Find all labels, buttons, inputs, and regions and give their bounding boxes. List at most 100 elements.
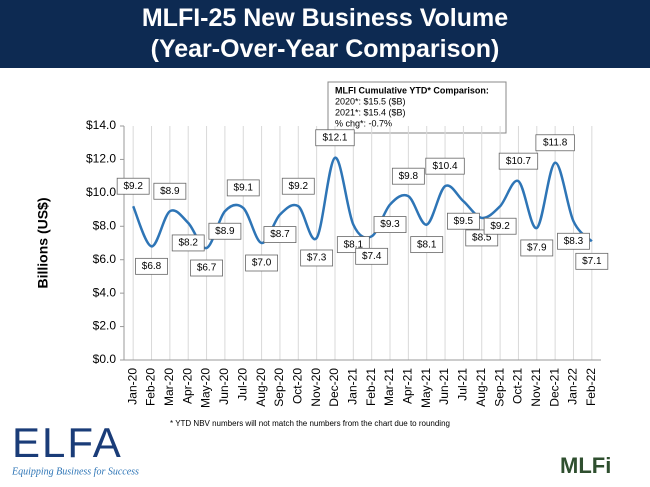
value-label: $10.4 [433, 161, 458, 172]
value-label: $12.1 [322, 132, 347, 143]
value-label-box [447, 212, 480, 230]
x-tick-label: Jan-20 [125, 368, 139, 405]
value-label: $9.2 [289, 181, 309, 192]
data-line [132, 156, 593, 250]
x-tick-label: Oct-20 [290, 368, 304, 404]
value-label-box [116, 177, 150, 195]
logo-tagline: Equipping Business for Success [11, 466, 139, 477]
value-label-box [245, 254, 278, 272]
value-label-box [483, 217, 517, 235]
value-label-box [391, 167, 425, 185]
value-label: $9.3 [380, 219, 400, 230]
value-label: $8.9 [215, 226, 235, 237]
chart-title: MLFI-25 New Business Volume [141, 4, 509, 32]
x-tick-label: Jan-22 [566, 368, 580, 405]
value-label: $8.9 [160, 186, 180, 197]
x-tick-label: Sep-20 [272, 368, 286, 407]
value-label: $7.3 [307, 253, 327, 264]
y-axis-label: Billions (US$) [35, 197, 51, 288]
x-tick-label: Feb-21 [364, 368, 378, 406]
value-label: $9.2 [123, 181, 143, 192]
value-label: $8.1 [344, 239, 364, 250]
annotation-line: 2020*: $15.5 ($B) [335, 96, 406, 106]
x-tick-label: Nov-21 [529, 368, 543, 407]
value-label-box [520, 239, 554, 257]
value-label: $8.5 [472, 233, 492, 244]
x-tick-label: Dec-21 [547, 368, 561, 407]
y-tick-label: $4.0 [93, 285, 117, 299]
annotation-title: MLFI Cumulative YTD* Comparison: [335, 85, 489, 95]
annotation-line: 2021*: $15.4 ($B) [335, 107, 406, 117]
x-tick-label: Oct-21 [511, 368, 525, 404]
y-tick-label: $14.0 [86, 118, 116, 132]
y-tick-label: $0.0 [93, 352, 117, 366]
x-tick-label: Jul-21 [456, 368, 470, 401]
x-tick-label: May-21 [419, 368, 433, 408]
x-tick-label: Dec-20 [327, 368, 341, 407]
value-label-box [135, 257, 168, 275]
x-tick-label: Aug-21 [474, 368, 488, 407]
value-label: $7.4 [362, 251, 382, 262]
value-label: $10.7 [506, 156, 531, 167]
value-label-box [355, 247, 389, 265]
value-label-box [557, 232, 590, 250]
x-tick-label: Jul-20 [235, 368, 249, 401]
value-label: $8.1 [417, 239, 437, 250]
x-tick-label: Feb-20 [144, 368, 158, 406]
value-label: $8.2 [178, 238, 198, 249]
value-label-box [575, 252, 609, 270]
value-label: $9.1 [234, 183, 254, 194]
y-tick-label: $2.0 [93, 319, 117, 333]
value-label-box [425, 157, 465, 175]
value-label-box [535, 134, 575, 152]
y-tick-label: $6.0 [93, 252, 117, 266]
value-label-box [208, 222, 242, 240]
value-label: $8.7 [270, 229, 290, 240]
value-label: $9.8 [399, 171, 419, 182]
x-tick-label: Aug-20 [254, 368, 268, 407]
x-tick-label: May-20 [199, 368, 213, 408]
value-label: $8.3 [564, 236, 584, 247]
value-label: $9.2 [490, 221, 510, 232]
y-tick-label: $12.0 [86, 152, 116, 166]
value-label-box [153, 182, 187, 200]
footnote: * YTD NBV numbers will not match the num… [170, 419, 450, 428]
logo-right: MLFi [560, 453, 611, 478]
value-label-box [281, 177, 315, 195]
value-label-box [190, 259, 223, 277]
title-band: MLFI-25 New Business Volume (Year-Over-Y… [0, 0, 650, 68]
x-tick-label: Nov-20 [309, 368, 323, 407]
value-label: $11.8 [543, 137, 568, 148]
x-tick-label: Jun-21 [437, 368, 451, 405]
x-tick-label: Feb-22 [584, 368, 598, 406]
value-label: $9.5 [454, 216, 474, 227]
value-label-box [300, 249, 334, 267]
logo-left: ELFA [12, 419, 123, 466]
annotation-box [327, 81, 507, 134]
value-label: $7.1 [582, 256, 602, 267]
annotation-line: % chg*: -0.7% [335, 118, 392, 128]
x-tick-label: Jan-21 [345, 368, 359, 405]
chart-subtitle: (Year-Over-Year Comparison) [150, 35, 500, 63]
value-label-box [226, 179, 260, 197]
value-label: $7.9 [527, 243, 547, 254]
x-tick-label: Apr-20 [180, 368, 194, 404]
value-label-box [315, 129, 355, 147]
y-tick-label: $8.0 [93, 218, 117, 232]
x-tick-label: Jun-20 [217, 368, 231, 405]
value-label-box [171, 234, 205, 252]
value-label: $6.8 [142, 261, 162, 272]
y-tick-label: $10.0 [86, 185, 116, 199]
value-label-box [498, 152, 539, 170]
value-label-box [410, 236, 444, 254]
value-label-box [373, 216, 407, 233]
x-tick-label: Sep-21 [492, 368, 506, 407]
x-tick-label: Apr-21 [401, 368, 415, 404]
value-label: $7.0 [252, 258, 272, 269]
value-label-box [263, 226, 297, 243]
value-label: $6.7 [197, 263, 217, 274]
x-tick-label: Mar-21 [382, 368, 396, 406]
x-tick-label: Mar-20 [162, 368, 176, 406]
